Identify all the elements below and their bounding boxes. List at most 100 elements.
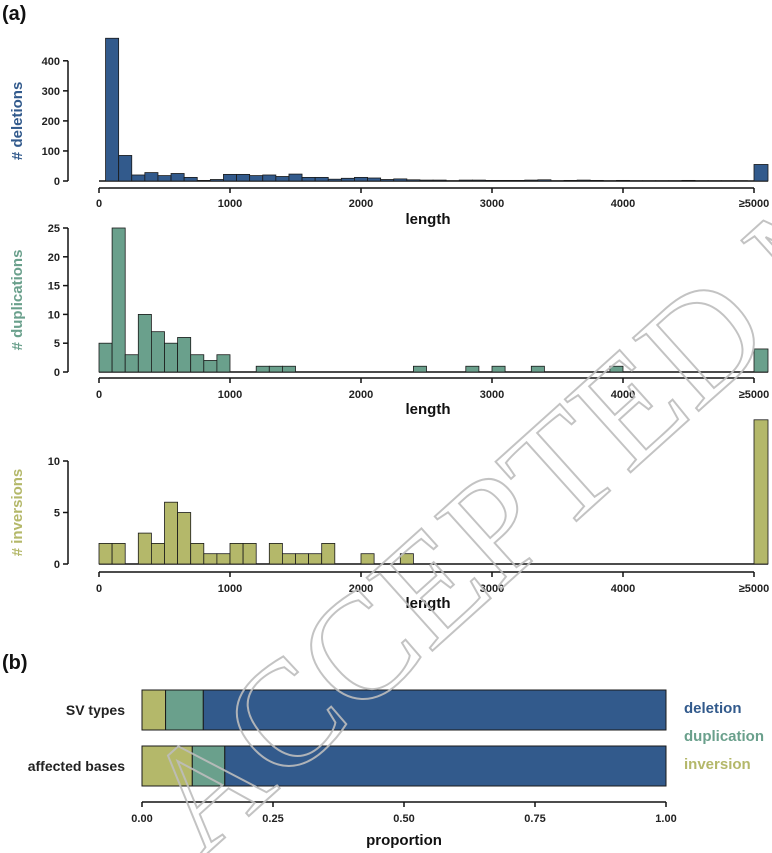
histogram-bar <box>177 337 192 373</box>
histogram-bar <box>124 354 139 373</box>
overflow-bar <box>753 164 769 182</box>
histogram-bar <box>111 227 126 373</box>
histogram-bar <box>183 176 198 182</box>
x-tick-label: 3000 <box>480 198 504 210</box>
histogram-bar <box>458 179 473 182</box>
histogram-bar <box>308 553 323 565</box>
histogram-bar <box>190 543 205 565</box>
histogram-bar <box>380 179 395 182</box>
x-tick-label: ≥5000 <box>739 389 770 401</box>
y-tick-label: 5 <box>54 338 60 350</box>
histogram-bar <box>150 331 165 373</box>
histogram-bar <box>164 342 179 373</box>
y-tick-label: 10 <box>48 456 60 468</box>
y-axis-title: # deletions <box>9 82 26 160</box>
histogram-bar <box>150 543 165 565</box>
histogram-bar <box>537 179 552 182</box>
x-tick-label: ≥5000 <box>739 583 770 595</box>
inversions-histogram: 0 5 10 # inversions 0 1000 2000 3000 4000 ≥5000 le… <box>9 419 770 612</box>
histogram-bar <box>196 179 211 182</box>
histogram-bar <box>137 532 152 565</box>
x-tick-label: ≥5000 <box>739 198 770 210</box>
histogram-bar <box>242 543 257 565</box>
y-tick-label: 25 <box>48 223 60 235</box>
x-tick-label: 0.25 <box>262 813 283 825</box>
histogram-bar <box>367 177 382 182</box>
x-tick-label: 1000 <box>218 198 242 210</box>
histogram-bar <box>268 543 283 565</box>
deletions-histogram: 0 100 200 300 400 # deletions 0 1000 2000 3000 400… <box>9 37 770 228</box>
histogram-bar <box>98 342 113 373</box>
histogram-bar <box>616 179 630 182</box>
x-tick-label: 2000 <box>349 198 373 210</box>
stacked-segment-inversion <box>141 745 193 787</box>
histogram-bar <box>406 179 421 182</box>
x-tick-label: 4000 <box>611 198 635 210</box>
histogram-bar <box>511 179 526 182</box>
histogram-bar <box>209 179 224 182</box>
histogram-bar <box>236 173 251 182</box>
x-axis-title: length <box>406 595 451 612</box>
category-label: SV types <box>66 702 125 718</box>
histogram-bar <box>118 155 133 182</box>
histogram-bar <box>524 179 539 182</box>
y-tick-label: 300 <box>42 86 60 98</box>
histogram-bar <box>275 176 290 182</box>
histogram-bar <box>177 512 192 565</box>
histogram-bar <box>255 365 270 373</box>
x-tick-label: 0.50 <box>393 813 414 825</box>
histogram-bar <box>190 354 205 373</box>
y-tick-label: 5 <box>54 508 60 520</box>
stacked-segment-duplication <box>165 689 204 731</box>
x-tick-label: 1000 <box>218 583 242 595</box>
y-tick-label: 100 <box>42 146 60 158</box>
x-axis-title: length <box>406 401 451 418</box>
histogram-bar <box>144 172 159 182</box>
legend-item-duplication: duplication <box>684 728 764 745</box>
histogram-bar <box>589 179 604 182</box>
histogram-bar <box>301 176 316 182</box>
y-tick-label: 10 <box>48 309 60 321</box>
histogram-bar <box>262 174 277 182</box>
histogram-bar <box>576 179 591 182</box>
histogram-bar <box>609 365 624 373</box>
overflow-bar <box>753 348 769 373</box>
x-tick-label: 4000 <box>611 583 635 595</box>
y-tick-label: 15 <box>48 281 60 293</box>
y-axis-title: # inversions <box>9 469 26 557</box>
histogram-bar <box>131 174 146 182</box>
duplications-histogram: 0 5 10 15 20 25 # duplications 0 1000 2000 3000 400… <box>9 223 769 418</box>
histogram-bar <box>321 543 336 565</box>
y-tick-label: 400 <box>42 56 60 68</box>
histogram-bar <box>471 179 486 182</box>
histogram-bar <box>203 553 218 565</box>
x-tick-label: 1.00 <box>655 813 676 825</box>
histogram-bar <box>223 173 237 182</box>
proportion-stacked-bar: SV types affected bases 0.00 0.25 0.50 0.75 1.… <box>28 689 764 849</box>
y-tick-label: 0 <box>54 176 60 188</box>
x-tick-label: 0 <box>96 198 102 210</box>
histogram-bar <box>157 175 172 182</box>
x-axis-title: length <box>406 211 451 228</box>
histogram-bar <box>327 178 342 182</box>
histogram-bar <box>288 173 303 182</box>
histogram-bar <box>295 553 310 565</box>
histogram-bar <box>164 501 179 565</box>
histogram-bar <box>281 553 296 565</box>
legend-item-inversion: inversion <box>684 756 751 773</box>
x-tick-label: 2000 <box>349 583 373 595</box>
histogram-bar <box>354 176 368 182</box>
histogram-bar <box>340 177 355 182</box>
y-tick-label: 0 <box>54 559 60 571</box>
x-tick-label: 3000 <box>480 583 504 595</box>
legend-item-deletion: deletion <box>684 700 742 717</box>
y-tick-label: 20 <box>48 252 60 264</box>
histogram-bar <box>137 313 152 373</box>
histogram-bar <box>203 360 218 373</box>
x-tick-label: 0.00 <box>131 813 152 825</box>
histogram-bar <box>229 543 244 565</box>
stacked-segment-duplication <box>191 745 226 787</box>
histogram-bar <box>249 175 264 182</box>
overflow-bar <box>753 419 769 565</box>
